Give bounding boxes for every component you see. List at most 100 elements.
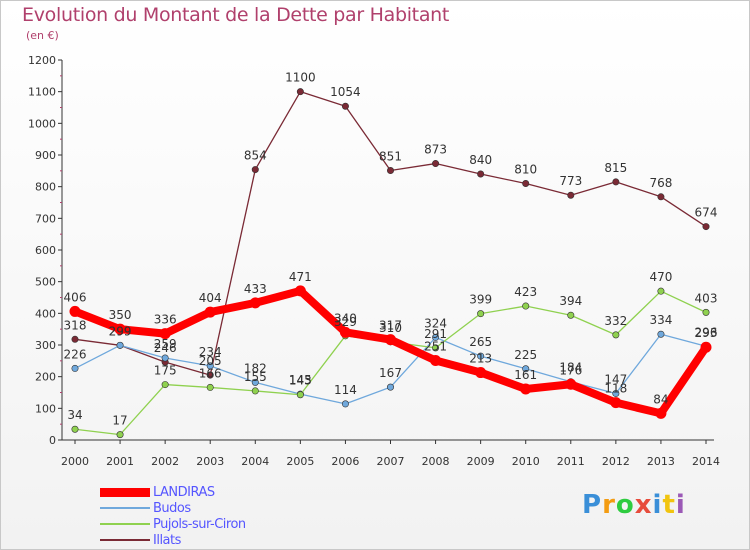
- data-point-illats-2004: [251, 166, 259, 174]
- data-label-illats-2009: 840: [469, 153, 492, 167]
- data-label-pujols-sur-ciron-2012: 332: [604, 314, 627, 328]
- data-point-pujols-sur-ciron-2008: [432, 344, 440, 352]
- y-tick-label-1000: 1000: [28, 117, 56, 130]
- data-point-landiras-2013: [655, 407, 667, 419]
- x-tick-label-2012: 2012: [602, 455, 630, 468]
- data-label-pujols-sur-ciron-2001: 17: [112, 414, 127, 428]
- y-tick-label-400: 400: [35, 307, 56, 320]
- data-point-budos-2006: [341, 400, 349, 408]
- data-label-pujols-sur-ciron-2007: 310: [379, 321, 402, 335]
- data-point-illats-2010: [522, 180, 530, 188]
- data-point-pujols-sur-ciron-2003: [206, 383, 214, 391]
- legend-label-pujols: Pujols-sur-Ciron: [153, 516, 246, 532]
- data-label-landiras-2002: 336: [154, 313, 177, 327]
- data-label-budos-2008: 324: [424, 316, 447, 330]
- y-tick-label-500: 500: [35, 276, 56, 289]
- data-label-pujols-sur-ciron-2014: 403: [695, 291, 718, 305]
- data-label-budos-2005: 145: [289, 373, 312, 387]
- data-label-landiras-2003: 404: [199, 291, 222, 305]
- data-point-illats-2011: [567, 191, 575, 199]
- x-tick-label-2005: 2005: [286, 455, 314, 468]
- data-point-illats-2009: [477, 170, 485, 178]
- data-label-landiras-2009: 213: [469, 352, 492, 366]
- data-label-budos-2007: 167: [379, 366, 402, 380]
- y-tick-label-600: 600: [35, 244, 56, 257]
- legend-label-budos: Budos: [153, 500, 191, 516]
- data-label-landiras-2005: 471: [289, 270, 312, 284]
- data-label-landiras-2010: 161: [514, 368, 537, 382]
- y-tick-label-800: 800: [35, 181, 56, 194]
- x-tick-label-2006: 2006: [331, 455, 359, 468]
- data-label-illats-2003: 205: [199, 354, 222, 368]
- data-point-illats-2008: [432, 160, 440, 168]
- y-tick-label-0: 0: [49, 434, 56, 447]
- data-point-pujols-sur-ciron-2004: [251, 387, 259, 395]
- data-point-landiras-2004: [249, 297, 261, 309]
- data-point-illats-2013: [657, 193, 665, 201]
- data-label-budos-2006: 114: [334, 383, 357, 397]
- data-label-pujols-sur-ciron-2013: 470: [649, 270, 672, 284]
- data-label-illats-2004: 854: [244, 149, 267, 163]
- data-label-budos-2000: 226: [64, 347, 87, 361]
- data-label-pujols-sur-ciron-2009: 399: [469, 293, 492, 307]
- data-label-landiras-2006: 340: [334, 311, 357, 325]
- data-label-illats-2013: 768: [649, 176, 672, 190]
- y-tick-label-200: 200: [35, 371, 56, 384]
- data-point-budos-2010: [522, 365, 530, 373]
- data-label-budos-2013: 334: [649, 313, 672, 327]
- legend: LANDIRAS Budos Pujols-sur-Ciron Illats: [100, 484, 246, 548]
- data-label-budos-2009: 265: [469, 335, 492, 349]
- y-tick-label-1200: 1200: [28, 54, 56, 67]
- data-point-pujols-sur-ciron-2011: [567, 311, 575, 319]
- chart-title: Evolution du Montant de la Dette par Hab…: [22, 4, 450, 26]
- x-tick-label-2001: 2001: [106, 455, 134, 468]
- data-point-landiras-2012: [610, 397, 622, 409]
- data-label-illats-2007: 851: [379, 150, 402, 164]
- data-label-landiras-2001: 350: [109, 308, 132, 322]
- data-point-budos-2002: [161, 354, 169, 362]
- x-tick-label-2013: 2013: [647, 455, 675, 468]
- data-label-pujols-sur-ciron-2003: 166: [199, 366, 222, 380]
- data-label-illats-2006: 1054: [330, 85, 361, 99]
- data-point-budos-2007: [386, 383, 394, 391]
- data-point-budos-2000: [71, 364, 79, 372]
- legend-item-budos: Budos: [100, 500, 246, 516]
- data-point-landiras-2003: [204, 306, 216, 318]
- data-label-illats-2012: 815: [604, 161, 627, 175]
- data-label-landiras-2007: 317: [379, 319, 402, 333]
- data-point-illats-2014: [702, 223, 710, 231]
- x-tick-label-2000: 2000: [61, 455, 89, 468]
- data-point-landiras-2009: [475, 367, 487, 379]
- legend-item-landiras: LANDIRAS: [100, 484, 246, 500]
- data-point-pujols-sur-ciron-2002: [161, 381, 169, 389]
- data-label-budos-2012: 147: [604, 372, 627, 386]
- x-tick-label-2009: 2009: [467, 455, 495, 468]
- data-label-pujols-sur-ciron-2005: 143: [289, 374, 312, 388]
- data-label-pujols-sur-ciron-2011: 394: [559, 294, 582, 308]
- data-label-pujols-sur-ciron-2000: 34: [67, 408, 82, 422]
- data-point-budos-2009: [477, 352, 485, 360]
- data-label-budos-2002: 259: [154, 337, 177, 351]
- data-label-landiras-2013: 84: [653, 392, 668, 406]
- data-label-budos-2011: 184: [559, 361, 582, 375]
- data-point-budos-2008: [432, 333, 440, 341]
- data-point-landiras-2011: [565, 378, 577, 390]
- data-point-illats-2012: [612, 178, 620, 186]
- data-point-budos-2001: [116, 341, 124, 349]
- legend-swatch-pujols: [100, 523, 150, 525]
- data-point-pujols-sur-ciron-2012: [612, 331, 620, 339]
- data-point-illats-2007: [386, 167, 394, 175]
- x-tick-label-2002: 2002: [151, 455, 179, 468]
- data-label-illats-2011: 773: [559, 174, 582, 188]
- data-label-budos-2010: 225: [514, 348, 537, 362]
- y-tick-label-900: 900: [35, 149, 56, 162]
- x-tick-label-2003: 2003: [196, 455, 224, 468]
- data-point-landiras-2006: [339, 326, 351, 338]
- data-label-landiras-2008: 251: [424, 340, 447, 354]
- data-label-illats-2008: 873: [424, 143, 447, 157]
- legend-item-illats: Illats: [100, 532, 246, 548]
- x-tick-label-2011: 2011: [557, 455, 585, 468]
- data-label-pujols-sur-ciron-2004: 155: [244, 370, 267, 384]
- data-point-pujols-sur-ciron-2005: [296, 391, 304, 399]
- legend-swatch-landiras: [100, 487, 150, 497]
